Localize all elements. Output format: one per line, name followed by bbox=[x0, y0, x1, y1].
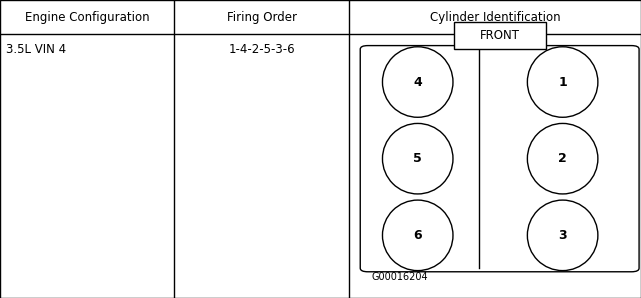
Ellipse shape bbox=[383, 47, 453, 117]
Bar bbox=[454, 22, 545, 49]
Text: 3.5L VIN 4: 3.5L VIN 4 bbox=[6, 43, 67, 56]
Text: 1: 1 bbox=[558, 75, 567, 89]
Text: FRONT: FRONT bbox=[479, 29, 520, 42]
Bar bbox=[457, 47, 542, 50]
Text: G00016204: G00016204 bbox=[371, 272, 428, 282]
Text: Firing Order: Firing Order bbox=[226, 11, 297, 24]
Ellipse shape bbox=[528, 47, 598, 117]
Text: Engine Configuration: Engine Configuration bbox=[25, 11, 149, 24]
Text: 2: 2 bbox=[558, 152, 567, 165]
Text: 4: 4 bbox=[413, 75, 422, 89]
Text: 6: 6 bbox=[413, 229, 422, 242]
Ellipse shape bbox=[383, 200, 453, 271]
Ellipse shape bbox=[528, 123, 598, 194]
Ellipse shape bbox=[383, 123, 453, 194]
Text: 5: 5 bbox=[413, 152, 422, 165]
Text: Cylinder Identification: Cylinder Identification bbox=[429, 11, 560, 24]
FancyBboxPatch shape bbox=[360, 46, 639, 272]
Text: 3: 3 bbox=[558, 229, 567, 242]
Ellipse shape bbox=[528, 200, 598, 271]
Text: 1-4-2-5-3-6: 1-4-2-5-3-6 bbox=[228, 43, 295, 56]
